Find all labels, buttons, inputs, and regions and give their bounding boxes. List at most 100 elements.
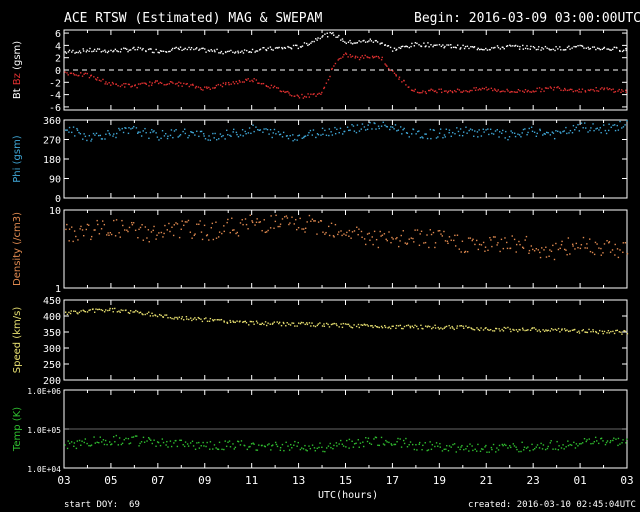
data-point-bt	[177, 47, 180, 50]
data-point-density	[184, 221, 187, 223]
data-point-bz	[144, 82, 147, 85]
data-point-bz	[280, 90, 283, 93]
data-point-phi	[485, 129, 487, 131]
data-point-bz	[564, 89, 567, 91]
data-point-density	[138, 228, 140, 231]
data-point-bz	[387, 67, 390, 70]
data-point-bt	[338, 34, 340, 37]
data-point-bz	[261, 82, 263, 85]
data-point-bz	[81, 75, 84, 77]
data-point-bz	[451, 90, 453, 93]
data-point-speed	[517, 330, 519, 333]
data-point-bt	[589, 47, 592, 50]
data-point-density	[153, 225, 155, 228]
y-axis-label-mag: Bt Bz (gsm)	[12, 41, 23, 99]
data-point-density	[317, 221, 320, 223]
data-point-density	[594, 241, 597, 244]
data-point-bz	[192, 84, 194, 87]
data-point-speed	[139, 311, 142, 314]
data-point-speed	[341, 326, 344, 329]
data-point-density	[390, 241, 392, 244]
data-point-bz	[301, 93, 303, 96]
data-point-phi	[452, 131, 454, 134]
data-point-bz	[288, 92, 290, 94]
data-point-density	[619, 249, 621, 251]
data-point-bz	[124, 86, 126, 88]
data-point-speed	[526, 329, 528, 332]
data-point-phi	[209, 139, 212, 141]
data-point-bt	[499, 48, 502, 50]
data-point-bt	[77, 51, 79, 54]
data-point-speed	[416, 325, 418, 328]
data-point-bt	[219, 52, 222, 54]
data-point-temp	[533, 448, 536, 450]
data-point-bt	[89, 47, 91, 50]
data-point-bt	[107, 50, 110, 52]
data-point-bz	[522, 90, 524, 92]
data-point-temp	[580, 443, 582, 445]
data-point-bt	[514, 45, 516, 47]
data-point-phi	[133, 125, 135, 128]
data-point-speed	[108, 309, 111, 311]
data-point-temp	[600, 437, 603, 439]
data-point-density	[448, 236, 451, 238]
data-point-density	[545, 246, 547, 248]
data-point-bt	[416, 42, 418, 45]
data-point-bz	[385, 64, 387, 66]
data-point-temp	[329, 442, 331, 445]
data-point-speed	[467, 326, 469, 329]
data-point-temp	[136, 435, 138, 437]
data-point-speed	[387, 327, 389, 329]
data-point-phi	[160, 137, 162, 140]
data-point-bt	[333, 34, 335, 36]
data-point-speed	[299, 322, 302, 325]
data-point-bt	[568, 45, 570, 47]
data-point-bz	[610, 89, 613, 91]
data-point-temp	[80, 444, 82, 446]
data-point-speed	[203, 318, 206, 320]
data-point-density	[208, 239, 210, 241]
data-point-speed	[495, 327, 498, 330]
data-point-speed	[323, 325, 326, 327]
data-point-phi	[149, 131, 152, 134]
data-point-phi	[593, 129, 595, 132]
data-point-speed	[112, 311, 114, 313]
data-point-bz	[243, 81, 245, 83]
data-point-density	[172, 234, 175, 237]
data-point-bt	[274, 47, 277, 49]
data-point-phi	[315, 136, 317, 139]
data-point-speed	[456, 327, 458, 329]
data-point-bt	[326, 32, 328, 34]
data-point-temp	[396, 441, 398, 443]
data-point-bz	[217, 83, 220, 86]
data-point-bz	[84, 72, 87, 75]
data-point-phi	[137, 132, 139, 134]
data-point-bz	[303, 95, 306, 98]
data-point-speed	[421, 327, 423, 330]
data-point-bt	[205, 51, 207, 53]
data-point-bt	[606, 48, 608, 50]
data-point-phi	[498, 136, 500, 138]
data-point-density	[489, 237, 491, 239]
data-point-phi	[307, 134, 309, 136]
data-point-density	[614, 243, 616, 246]
data-point-temp	[378, 444, 381, 447]
data-point-speed	[564, 329, 567, 332]
data-point-bt	[305, 42, 308, 45]
data-point-temp	[131, 436, 133, 438]
data-point-temp	[497, 449, 500, 451]
data-point-speed	[128, 312, 131, 315]
data-point-density	[521, 246, 524, 248]
data-point-density	[65, 228, 67, 231]
y-axis-label-temp: Temp (K)	[12, 407, 23, 452]
data-point-bz	[93, 76, 95, 78]
data-point-bt	[234, 51, 237, 53]
data-point-phi	[363, 126, 366, 128]
y-tick-label: 360	[43, 116, 61, 127]
data-point-speed	[234, 321, 236, 324]
y-tick-label: 6	[55, 29, 61, 40]
data-point-phi	[204, 138, 207, 140]
data-point-bz	[506, 88, 508, 91]
data-point-density	[509, 247, 512, 249]
data-point-phi	[417, 130, 419, 133]
